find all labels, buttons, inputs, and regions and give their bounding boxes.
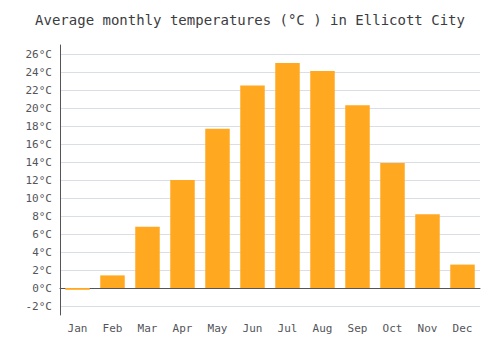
svg-text:0°C: 0°C [32, 282, 52, 295]
svg-text:12°C: 12°C [26, 174, 53, 187]
svg-text:May: May [208, 322, 228, 335]
svg-text:Sep: Sep [348, 322, 368, 335]
svg-text:Dec: Dec [453, 322, 473, 335]
svg-text:Average monthly temperatures (: Average monthly temperatures (°C ) in El… [35, 12, 465, 28]
svg-text:Aug: Aug [313, 322, 333, 335]
svg-text:22°C: 22°C [26, 84, 53, 97]
svg-text:2°C: 2°C [32, 264, 52, 277]
svg-text:Jan: Jan [68, 322, 88, 335]
svg-text:4°C: 4°C [32, 246, 52, 259]
svg-text:Apr: Apr [173, 322, 193, 335]
svg-text:Feb: Feb [103, 322, 123, 335]
svg-text:Jun: Jun [243, 322, 263, 335]
svg-text:Oct: Oct [383, 322, 403, 335]
svg-text:8°C: 8°C [32, 210, 52, 223]
svg-text:Jul: Jul [278, 322, 298, 335]
svg-text:18°C: 18°C [26, 120, 53, 133]
svg-text:20°C: 20°C [26, 102, 53, 115]
svg-text:10°C: 10°C [26, 192, 53, 205]
svg-text:6°C: 6°C [32, 228, 52, 241]
svg-text:26°C: 26°C [26, 48, 53, 61]
svg-text:Nov: Nov [418, 322, 438, 335]
svg-text:Mar: Mar [138, 322, 158, 335]
svg-text:16°C: 16°C [26, 138, 53, 151]
svg-text:-2°C: -2°C [26, 300, 53, 313]
svg-text:24°C: 24°C [26, 66, 53, 79]
svg-text:14°C: 14°C [26, 156, 53, 169]
